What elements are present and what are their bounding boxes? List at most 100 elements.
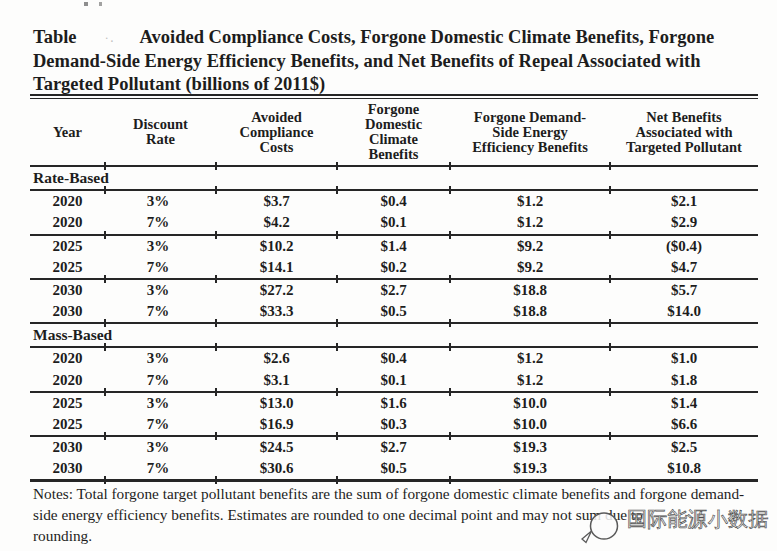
table-row: 20207%$3.1$0.1$1.2$1.8 bbox=[30, 370, 758, 391]
table-cell: $1.2 bbox=[450, 372, 610, 389]
table-cell: 2025 bbox=[30, 259, 105, 276]
column-tick bbox=[609, 186, 611, 194]
table-cell: 2020 bbox=[30, 350, 105, 367]
column-tick bbox=[104, 275, 106, 283]
column-tick bbox=[104, 231, 106, 239]
table-cell: $2.5 bbox=[610, 439, 758, 456]
column-tick bbox=[215, 319, 217, 327]
column-tick bbox=[215, 432, 217, 440]
table-cell: 2025 bbox=[30, 395, 105, 412]
table-cell: $1.2 bbox=[450, 350, 610, 367]
title-text-1: Avoided Compliance Costs, Forgone Domest… bbox=[140, 27, 715, 47]
table-cell: 2030 bbox=[30, 439, 105, 456]
scan-speck bbox=[84, 2, 88, 6]
column-tick bbox=[609, 388, 611, 396]
group-divider-rule bbox=[30, 322, 758, 324]
column-tick bbox=[336, 432, 338, 440]
table-cell: 2020 bbox=[30, 193, 105, 210]
column-tick bbox=[215, 231, 217, 239]
column-tick bbox=[449, 162, 451, 170]
table-cell: $1.0 bbox=[610, 350, 758, 367]
column-tick bbox=[336, 319, 338, 327]
table-cell: 3% bbox=[105, 350, 216, 367]
column-tick bbox=[609, 162, 611, 170]
table-cell: $33.3 bbox=[216, 303, 337, 320]
table-cell: 7% bbox=[105, 303, 216, 320]
column-tick bbox=[104, 388, 106, 396]
table-title: Table Avoided Compliance Costs, Forgone D… bbox=[33, 26, 743, 97]
column-tick bbox=[609, 343, 611, 351]
table-cell: $2.6 bbox=[216, 350, 337, 367]
section-label: Mass-Based bbox=[30, 324, 758, 346]
table-cell: $18.8 bbox=[450, 303, 610, 320]
section-label: Rate-Based bbox=[30, 167, 758, 189]
column-tick bbox=[336, 275, 338, 283]
table-cell: 2025 bbox=[30, 238, 105, 255]
table-row: 20253%$10.2$1.4$9.2($0.4) bbox=[30, 236, 758, 257]
table-cell: $2.7 bbox=[337, 439, 450, 456]
column-tick bbox=[449, 186, 451, 194]
table-cell: $0.1 bbox=[337, 214, 450, 231]
column-tick bbox=[336, 388, 338, 396]
column-tick bbox=[336, 162, 338, 170]
table-cell: $0.2 bbox=[337, 259, 450, 276]
column-header-3: Avoided Compliance Costs bbox=[216, 99, 337, 165]
column-header-6: Net Benefits Associated with Targeted Po… bbox=[610, 99, 758, 165]
column-tick bbox=[449, 432, 451, 440]
table-cell: 2020 bbox=[30, 372, 105, 389]
column-header-1: Year bbox=[30, 99, 105, 165]
table-cell: $2.7 bbox=[337, 282, 450, 299]
table-cell: $27.2 bbox=[216, 282, 337, 299]
table-cell: $10.0 bbox=[450, 395, 610, 412]
column-tick bbox=[449, 231, 451, 239]
table-header-row: YearDiscount RateAvoided Compliance Cost… bbox=[30, 99, 758, 165]
table-row: 20307%$30.6$0.5$19.3$10.8 bbox=[30, 458, 758, 479]
table-cell: 7% bbox=[105, 416, 216, 433]
column-tick bbox=[609, 319, 611, 327]
table-cell: $10.2 bbox=[216, 238, 337, 255]
table-cell: $10.0 bbox=[450, 416, 610, 433]
table-cell: 2030 bbox=[30, 460, 105, 477]
table-cell: $0.4 bbox=[337, 193, 450, 210]
table-cell: $1.4 bbox=[610, 395, 758, 412]
title-line-2: Demand-Side Energy Efficiency Benefits, … bbox=[33, 50, 743, 74]
table-cell: $30.6 bbox=[216, 460, 337, 477]
table-row: 20303%$24.5$2.7$19.3$2.5 bbox=[30, 437, 758, 458]
table-cell: $4.2 bbox=[216, 214, 337, 231]
table-cell: $0.1 bbox=[337, 372, 450, 389]
column-tick bbox=[609, 432, 611, 440]
table-cell: $9.2 bbox=[450, 238, 610, 255]
table-row: 20257%$14.1$0.2$9.2$4.7 bbox=[30, 257, 758, 278]
table-cell: $18.8 bbox=[450, 282, 610, 299]
table-cell: $13.0 bbox=[216, 395, 337, 412]
table-cell: $6.6 bbox=[610, 416, 758, 433]
table-row: 20253%$13.0$1.6$10.0$1.4 bbox=[30, 393, 758, 414]
column-tick bbox=[104, 186, 106, 194]
table-cell: 7% bbox=[105, 460, 216, 477]
table-cell: $1.6 bbox=[337, 395, 450, 412]
column-tick bbox=[609, 275, 611, 283]
column-tick bbox=[336, 186, 338, 194]
table-cell: 7% bbox=[105, 372, 216, 389]
table-label: Table bbox=[33, 27, 77, 47]
table-cell: 7% bbox=[105, 214, 216, 231]
column-tick bbox=[104, 343, 106, 351]
column-header-2: Discount Rate bbox=[105, 99, 216, 165]
group-divider-rule bbox=[30, 391, 758, 393]
table-cell: 2030 bbox=[30, 282, 105, 299]
table-cell: $19.3 bbox=[450, 439, 610, 456]
column-tick bbox=[336, 343, 338, 351]
table-cell: 3% bbox=[105, 395, 216, 412]
column-tick bbox=[104, 162, 106, 170]
table-cell: $1.2 bbox=[450, 193, 610, 210]
group-divider-rule bbox=[30, 278, 758, 280]
table-cell: $24.5 bbox=[216, 439, 337, 456]
notes-line: Notes: Total forgone target pollutant be… bbox=[33, 483, 768, 504]
table-cell: $19.3 bbox=[450, 460, 610, 477]
table-row: 20203%$2.6$0.4$1.2$1.0 bbox=[30, 348, 758, 369]
table-body: Rate-Based20203%$3.7$0.4$1.2$2.120207%$4… bbox=[30, 165, 758, 482]
column-header-4: Forgone Domestic Climate Benefits bbox=[337, 99, 450, 165]
table-cell: $14.0 bbox=[610, 303, 758, 320]
table-cell: $4.7 bbox=[610, 259, 758, 276]
table-cell: 3% bbox=[105, 282, 216, 299]
